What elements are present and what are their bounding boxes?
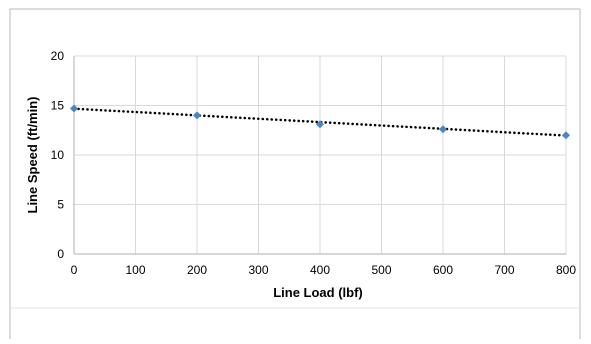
axes (73, 56, 566, 255)
y-axis-title: Line Speed (ft/min) (25, 97, 40, 214)
data-point (562, 131, 570, 140)
x-tick-label: 200 (187, 263, 207, 277)
x-tick-label: 300 (248, 263, 268, 277)
tick-labels: 0 100 200 300 400 500 600 700 800 0 5 10 15 20 (51, 49, 577, 277)
x-tick-label: 500 (371, 263, 391, 277)
x-tick-label: 700 (494, 263, 514, 277)
x-tick-label: 400 (310, 263, 330, 277)
data-points (70, 104, 570, 140)
x-tick-label: 0 (71, 263, 78, 277)
x-tick-label: 600 (433, 263, 453, 277)
x-tick-label: 100 (125, 263, 145, 277)
x-tick-label: 800 (556, 263, 576, 277)
data-point (439, 125, 447, 134)
y-tick-label: 10 (51, 148, 65, 162)
data-point (316, 120, 324, 129)
data-point (193, 111, 201, 120)
y-tick-label: 0 (57, 247, 64, 261)
x-axis-title: Line Load (lbf) (273, 285, 363, 300)
y-tick-label: 20 (51, 49, 65, 63)
gridlines (74, 55, 567, 254)
y-tick-label: 5 (57, 198, 64, 212)
data-point (70, 104, 78, 113)
y-tick-label: 15 (51, 99, 65, 113)
